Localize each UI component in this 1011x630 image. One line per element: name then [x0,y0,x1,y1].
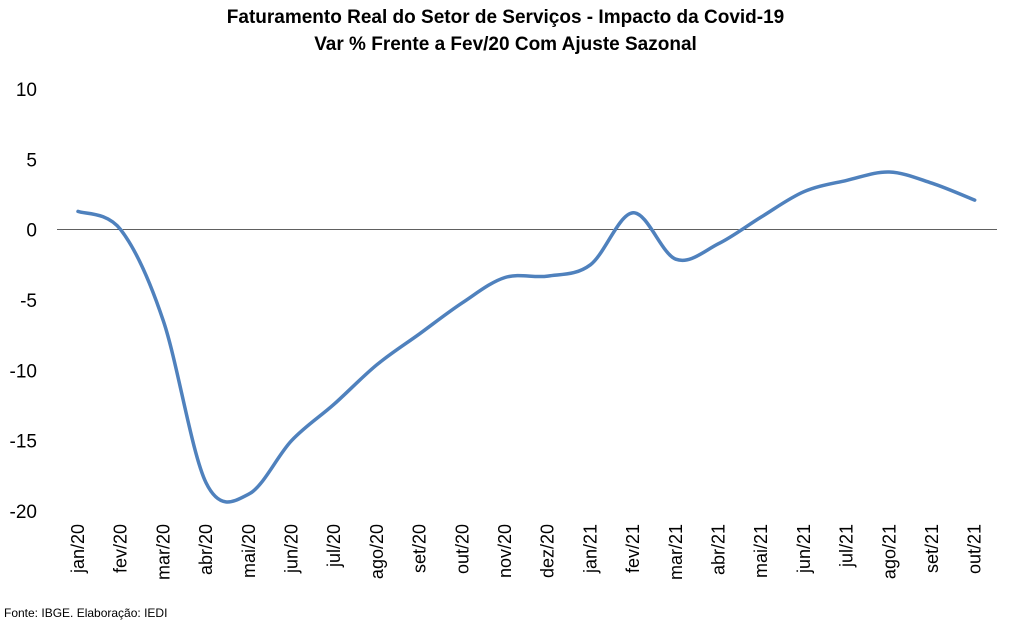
x-tick-label: jul/20 [324,524,344,568]
x-tick-label: jan/21 [580,524,600,574]
y-tick-label: -10 [10,361,37,382]
x-tick-label: jan/20 [68,524,88,574]
chart-title: Faturamento Real do Setor de Serviços - … [226,7,785,28]
x-tick-label: abr/20 [196,524,216,575]
x-tick-label: mai/20 [239,524,259,578]
x-tick-label: set/21 [922,524,942,573]
x-tick-label: mai/21 [751,524,771,578]
series-line [76,170,977,504]
source-note: Fonte: IBGE. Elaboração: IEDI [4,606,168,620]
x-tick-label: mar/20 [153,524,173,580]
y-tick-label: 5 [26,150,37,171]
x-axis: jan/20 fev/20 mar/20 abr/20 mai/20 jun/20 jul/… [68,524,985,580]
y-tick-label: -15 [10,432,37,453]
x-tick-label: mar/21 [666,524,686,580]
chart-subtitle: Var % Frente a Fev/20 Com Ajuste Sazonal [314,34,697,55]
y-axis: 10 5 0 -5 -10 -15 -20 [10,80,37,523]
y-tick-label: -5 [20,291,37,312]
x-tick-label: out/21 [965,524,985,574]
x-tick-label: jun/20 [282,524,302,574]
x-tick-label: jun/21 [794,524,814,574]
x-tick-label: dez/20 [538,524,558,578]
x-tick-label: abr/21 [709,524,729,575]
x-tick-label: jul/21 [837,524,857,568]
x-tick-label: fev/20 [111,524,131,573]
x-tick-label: fev/21 [623,524,643,573]
y-tick-label: -20 [10,502,37,523]
y-tick-label: 0 [26,221,37,242]
x-tick-label: out/20 [452,524,472,574]
y-tick-label: 10 [16,80,37,101]
x-tick-label: ago/21 [879,524,899,579]
x-tick-label: ago/20 [367,524,387,579]
x-tick-label: set/20 [410,524,430,573]
x-tick-label: nov/20 [495,524,515,578]
